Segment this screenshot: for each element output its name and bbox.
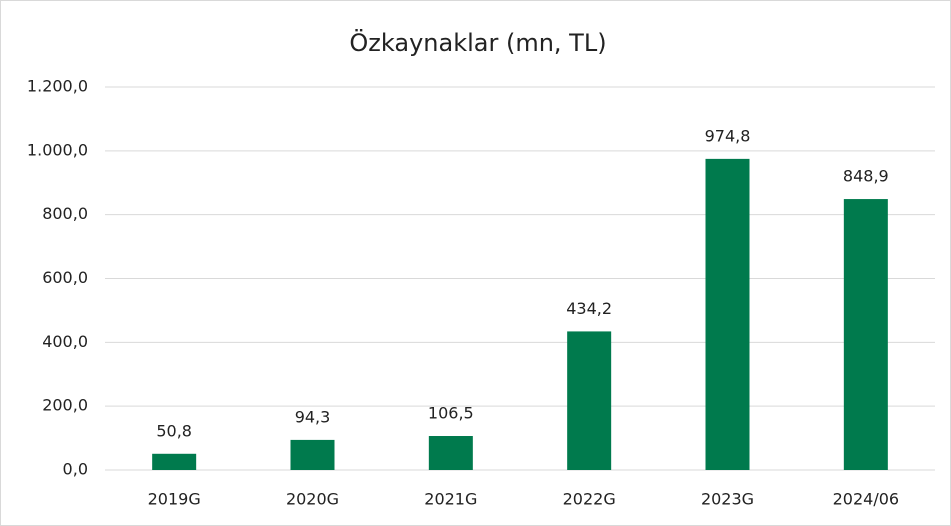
data-label: 848,9: [843, 167, 889, 186]
data-label: 94,3: [295, 407, 331, 426]
bar: [567, 331, 612, 470]
x-tick-label: 2022G: [563, 490, 616, 509]
data-label: 434,2: [566, 299, 612, 318]
x-tick-label: 2024/06: [833, 490, 899, 509]
y-tick-label: 1.200,0: [27, 77, 88, 96]
x-tick-label: 2021G: [424, 490, 477, 509]
bar: [843, 199, 888, 470]
y-tick-label: 800,0: [42, 204, 88, 223]
data-label: 50,8: [156, 421, 192, 440]
y-tick-label: 200,0: [42, 396, 88, 415]
y-tick-label: 0,0: [63, 460, 88, 479]
bar: [705, 158, 750, 470]
bar: [152, 453, 197, 470]
x-tick-label: 2020G: [286, 490, 339, 509]
bar: [290, 439, 335, 470]
chart-title: Özkaynaklar (mn, TL): [349, 28, 606, 57]
y-tick-label: 1.000,0: [27, 140, 88, 159]
y-tick-label: 400,0: [42, 332, 88, 351]
bar: [428, 436, 473, 470]
data-label: 106,5: [428, 404, 474, 423]
x-tick-label: 2023G: [701, 490, 754, 509]
data-label: 974,8: [705, 126, 751, 145]
x-tick-label: 2019G: [148, 490, 201, 509]
y-tick-label: 600,0: [42, 268, 88, 287]
